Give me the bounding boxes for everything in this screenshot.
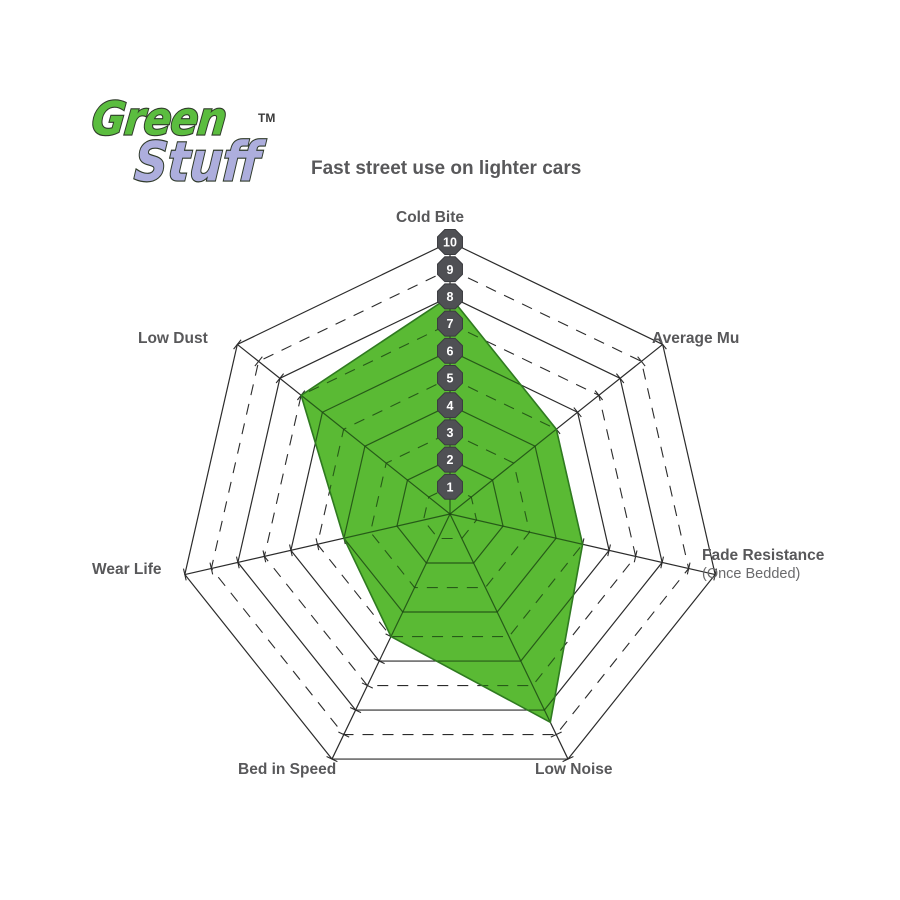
svg-text:6: 6 — [447, 344, 454, 358]
axis-label-low-dust: Low Dust — [138, 330, 208, 347]
axis-label-bed-in-speed: Bed in Speed — [238, 761, 337, 778]
axis-label-wear-life: Wear Life — [92, 561, 162, 578]
svg-text:7: 7 — [447, 317, 454, 331]
svg-text:8: 8 — [447, 290, 454, 304]
svg-text:4: 4 — [447, 399, 454, 413]
greenstuff-logo: Green Stuff TM — [88, 91, 285, 195]
chart-title: Fast street use on lighter cars — [311, 158, 582, 179]
axis-label-fade-resistance: Fade Resistance (Once Bedded) — [702, 546, 824, 584]
radar-scale-badges: 1 2 3 4 5 6 7 8 9 10 — [437, 229, 463, 500]
axis-label-average-mu: Average Mu — [652, 330, 740, 347]
svg-text:2: 2 — [447, 453, 454, 467]
svg-text:5: 5 — [447, 372, 454, 386]
svg-text:10: 10 — [443, 236, 457, 250]
svg-text:1: 1 — [447, 480, 454, 494]
axis-label-low-noise: Low Noise — [535, 761, 613, 778]
svg-text:9: 9 — [447, 263, 454, 277]
trademark-icon: TM — [258, 111, 276, 125]
axis-label-fade-sub: (Once Bedded) — [702, 566, 801, 583]
svg-text:3: 3 — [447, 426, 454, 440]
axis-label-fade-main: Fade Resistance — [702, 547, 825, 564]
axis-label-cold-bite: Cold Bite — [396, 209, 465, 226]
